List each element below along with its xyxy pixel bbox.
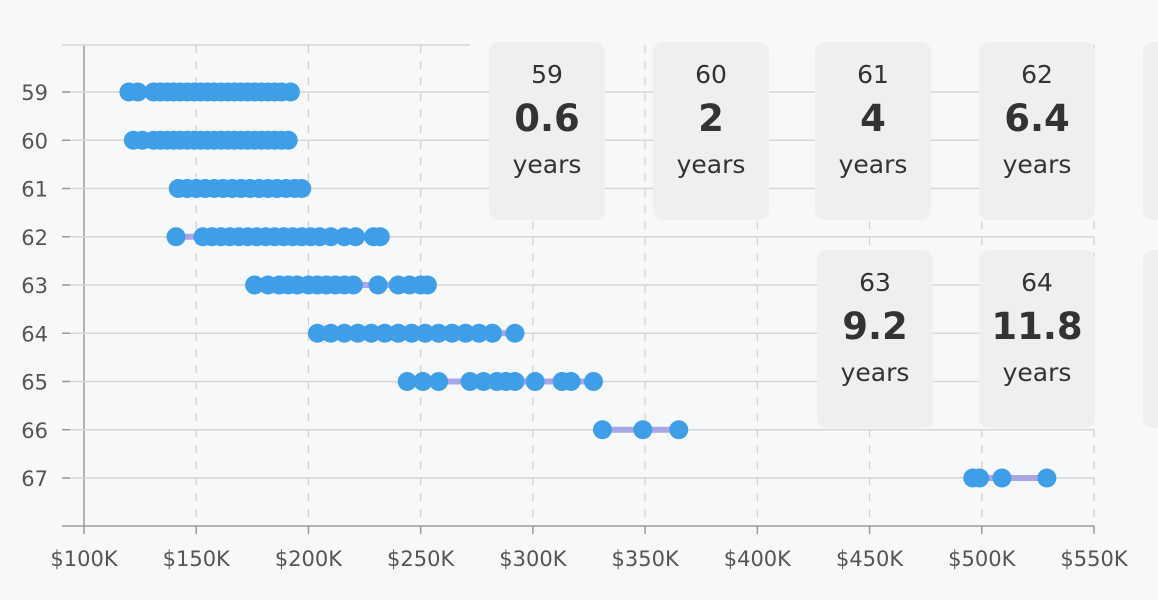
point-age-64	[469, 323, 489, 343]
point-age-64	[334, 323, 354, 343]
grid-layer	[62, 44, 1095, 526]
point-age-64	[429, 323, 449, 343]
point-age-67	[970, 468, 990, 488]
x-tick-label: $100K	[50, 547, 118, 571]
y-tick-label: 65	[21, 371, 48, 395]
y-tick-label: 66	[21, 419, 48, 443]
point-age-65	[429, 372, 449, 391]
point-age-63	[245, 275, 265, 295]
y-tick-label: 59	[21, 81, 48, 105]
point-age-65	[583, 372, 603, 391]
point-age-63	[343, 275, 363, 295]
x-tick-label: $350K	[612, 547, 680, 571]
point-age-65	[525, 372, 545, 391]
point-age-64	[456, 323, 476, 343]
point-age-64	[375, 323, 395, 343]
point-age-66	[669, 420, 689, 440]
point-age-59	[280, 82, 300, 102]
point-age-64	[388, 323, 408, 343]
point-age-61	[292, 179, 312, 198]
x-tick-label: $200K	[275, 547, 343, 571]
point-age-60	[278, 130, 298, 150]
point-age-62	[321, 227, 341, 247]
y-tick-label: 61	[21, 178, 48, 202]
x-tick-label: $400K	[724, 547, 792, 571]
point-age-64	[307, 323, 327, 343]
point-age-62	[166, 227, 186, 247]
y-tick-label: 60	[21, 129, 48, 153]
point-age-62	[346, 227, 366, 247]
point-age-67	[1037, 468, 1057, 488]
point-age-64	[361, 323, 381, 343]
mark-layer	[119, 82, 1057, 488]
x-tick-label: $500K	[948, 547, 1016, 571]
point-age-66	[633, 420, 653, 440]
point-age-65	[397, 372, 417, 391]
point-age-64	[415, 323, 435, 343]
point-age-65	[413, 372, 433, 391]
point-age-64	[321, 323, 341, 343]
y-tick-label: 62	[21, 226, 48, 250]
y-tick-label: 64	[21, 322, 48, 346]
point-age-67	[992, 468, 1012, 488]
point-age-62	[370, 227, 390, 247]
x-tick-label: $150K	[163, 547, 231, 571]
y-tick-label: 63	[21, 274, 48, 298]
point-age-64	[442, 323, 462, 343]
x-tick-label: $250K	[387, 547, 455, 571]
point-age-59	[128, 82, 148, 102]
point-age-64	[482, 323, 502, 343]
x-tick-label: $550K	[1060, 547, 1128, 571]
point-age-64	[402, 323, 422, 343]
point-age-64	[348, 323, 368, 343]
point-age-64	[505, 323, 525, 343]
point-age-65	[474, 372, 494, 391]
axis-layer: $100K $150K $200K $250K $300K $350K $400K $450K…	[21, 81, 1129, 571]
point-age-63	[368, 275, 388, 295]
point-age-65	[460, 372, 480, 391]
point-age-63	[417, 275, 437, 295]
point-age-65	[505, 372, 525, 391]
point-age-66	[592, 420, 612, 440]
y-tick-label: 67	[21, 467, 48, 491]
point-age-65	[561, 372, 581, 391]
x-tick-label: $300K	[499, 547, 567, 571]
x-tick-label: $450K	[836, 547, 904, 571]
